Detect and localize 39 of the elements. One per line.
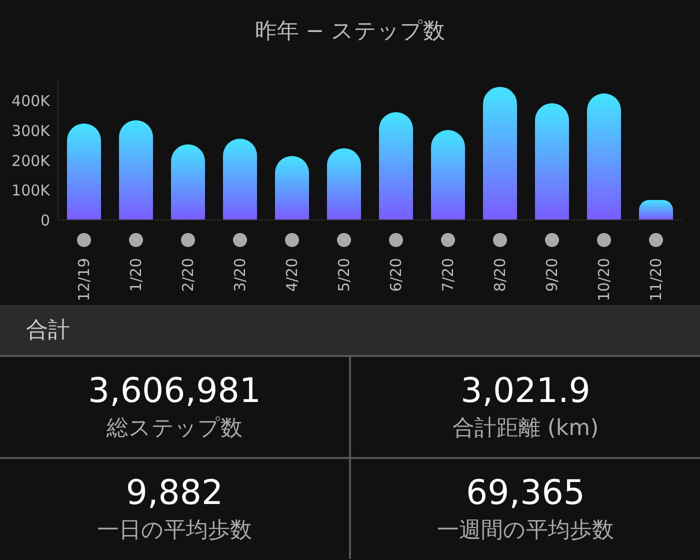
text: 3,021.9 — [460, 371, 590, 411]
text: 一週間の平均歩数 — [437, 517, 614, 545]
bar — [379, 112, 413, 220]
x-tick-label: 3/20 — [231, 258, 249, 292]
x-tick-label: 2/20 — [179, 258, 197, 292]
text: 3,606,981 — [88, 371, 262, 411]
y-tick-label: 300K — [12, 122, 52, 140]
y-tick-label: 200K — [12, 152, 52, 170]
y-tick-label: 100K — [12, 182, 52, 200]
x-tick-label: 5/20 — [335, 258, 353, 292]
x-tick-label: 10/20 — [595, 258, 613, 302]
bar — [67, 123, 101, 220]
bar — [431, 130, 465, 220]
x-tick-label: 6/20 — [387, 258, 405, 292]
x-tick-label: 4/20 — [283, 258, 301, 292]
x-tick-label: 8/20 — [491, 258, 509, 292]
bar — [483, 86, 517, 220]
bar — [223, 138, 257, 220]
text: 合計 — [0, 305, 700, 355]
text: 合計距離 (km) — [452, 415, 599, 443]
y-tick-label: 0 — [40, 211, 50, 230]
x-tick-label: 11/20 — [647, 258, 665, 302]
bar — [639, 200, 673, 220]
x-tick-label: 7/20 — [439, 258, 457, 292]
x-tick-label: 12/19 — [75, 258, 93, 302]
bar — [275, 156, 309, 220]
chart-title: 昨年 − ステップ数 — [254, 18, 446, 46]
text: 9,882 — [126, 473, 224, 513]
x-tick-label: 9/20 — [543, 258, 561, 292]
text: 総ステップ数 — [106, 415, 242, 443]
bar — [171, 144, 205, 220]
x-tick-label: 1/20 — [127, 258, 145, 292]
bar — [535, 103, 569, 220]
bar — [327, 148, 361, 220]
y-tick-label: 400K — [12, 92, 52, 110]
bar — [119, 120, 153, 220]
text: 69,365 — [466, 473, 585, 513]
bar — [587, 93, 621, 220]
text: 一日の平均歩数 — [97, 517, 252, 545]
